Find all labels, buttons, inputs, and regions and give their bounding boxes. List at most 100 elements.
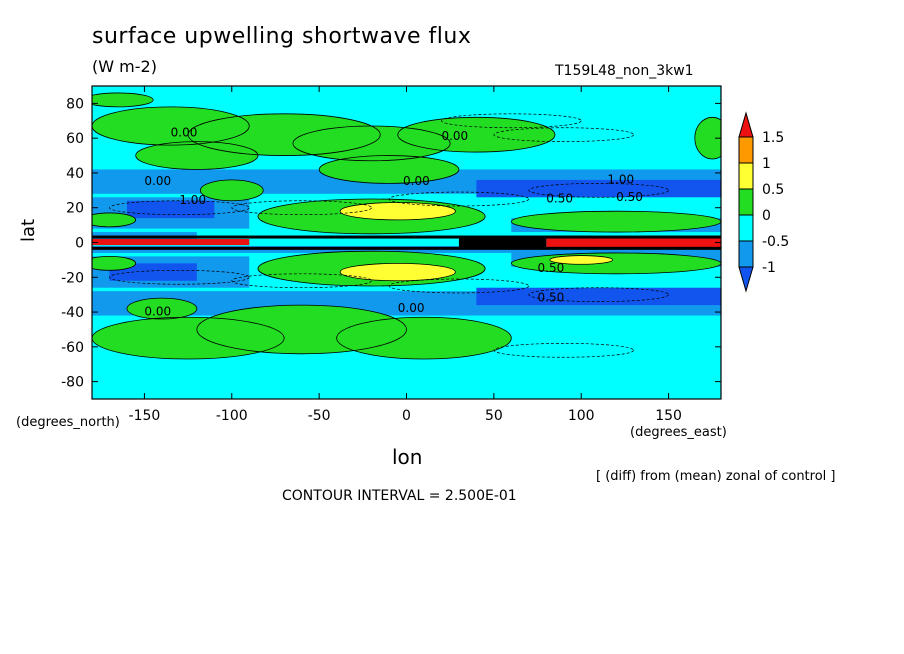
contour-label: 1.00 [607,172,634,186]
field-blob-positive [319,155,459,184]
y-tick-label: -20 [61,270,84,286]
contour-dashed [441,113,582,129]
contour-line [196,304,407,355]
contour-line [92,212,137,228]
contour-dashed [493,127,634,142]
contour-line [336,316,512,360]
y-tick-label: 80 [66,96,84,112]
contour-line [126,297,198,320]
contour-line [694,116,721,160]
contour-label: 0.00 [441,129,468,143]
contour-dashed [109,200,250,216]
x-axis-units: (degrees_east) [630,425,727,440]
field-blob-positive [694,117,721,160]
contour-line [292,125,451,162]
colorbar-swatch [738,162,754,190]
x-tick-label: 50 [485,408,503,424]
contour-dashed [388,278,530,294]
colorbar-label: 0.5 [762,182,784,198]
y-tick-label: 20 [66,201,84,217]
field-layer: 0.00 0.00 0.00 0.00 1.00 1.00 0.50 0.50 0.50 0.00… [92,86,721,399]
contour-label: 0.00 [403,174,430,188]
colorbar-swatch [738,188,754,216]
colorbar-label: 1.5 [762,130,784,146]
field-blob-positive [336,317,512,360]
contour-label: 0.00 [398,301,425,315]
x-tick-label: -150 [129,408,161,424]
contour-label: 0.50 [538,261,565,275]
contour-line [92,106,250,146]
x-axis-label: lon [392,445,423,469]
field-blob-positive [126,298,197,320]
contour-line [199,179,264,202]
colorbar-label: -1 [762,260,776,276]
field-blob-high [340,263,456,281]
contour-label: 0.00 [144,305,171,319]
contour-interval: CONTOUR INTERVAL = 2.500E-01 [282,488,517,504]
colorbar-swatch [738,214,754,242]
chart-title: surface upwelling shortwave flux [92,24,472,49]
colorbar-bottom-arrow [738,266,754,293]
y-tick-label: -40 [61,305,84,321]
x-tick-label: -50 [308,408,331,424]
y-tick-label: 0 [75,236,84,252]
field-blob-positive [92,92,154,107]
field-blob-positive [92,256,136,271]
contour-line [92,256,137,271]
y-tick-label: -60 [61,340,84,356]
contour-line [510,252,721,275]
field-blob-positive [135,141,258,170]
field-region [109,263,197,281]
contour-line [92,92,154,108]
contour-line [549,255,614,265]
contour-line [510,210,721,233]
y-tick-label: -80 [61,375,84,391]
contour-line [135,141,259,170]
field-blob-positive [200,179,264,201]
y-axis-units: (degrees_north) [16,415,120,430]
contour-dashed [388,191,530,207]
contour-dashed [109,269,250,285]
contour-line [318,155,460,184]
x-tick-label: 100 [568,408,595,424]
field-blob-positive [397,117,556,153]
contour-label: 0.50 [616,190,643,204]
x-ticks: -150 -100 -50 0 50 100 150 [129,86,682,424]
contour-line [257,250,486,287]
contour-dashed [493,343,634,358]
contour-label: 1.00 [179,193,206,207]
contour-dashed [528,183,669,198]
contour-band [458,237,547,248]
field-blob-high [549,255,613,265]
contour-line [339,262,456,282]
contour-label: 0.50 [546,192,573,206]
field-band-max [92,239,250,246]
contour-label: 0.00 [171,125,198,139]
contour-band [92,235,721,239]
colorbar-swatch [738,240,754,268]
contour-dashed [528,287,669,302]
contour-band [92,246,721,250]
contour-dashed [231,200,372,216]
colorbar-swatch [738,136,754,164]
contour-label: 0.00 [144,174,171,188]
field-blob-high [340,202,456,220]
field-blob-positive [511,211,721,233]
y-tick-label: 40 [66,166,84,182]
contour-label: 0.50 [538,291,565,305]
x-tick-label: -100 [216,408,248,424]
contour-dashed [231,273,372,289]
colorbar-label: -0.5 [762,234,789,250]
run-id: T159L48_non_3kw1 [555,63,694,79]
diff-note: [ (diff) from (mean) zonal of control ] [596,469,836,484]
field-region [476,287,721,306]
x-tick-label: 0 [402,408,411,424]
field-band-max [546,237,721,248]
colorbar: 1.5 1 0.5 0 -0.5 -1 [738,111,789,293]
colorbar-label: 0 [762,208,771,224]
colorbar-label: 1 [762,156,771,172]
contour-line [187,113,381,156]
y-ticks: 80 60 40 20 0 -20 -40 -60 -80 [61,96,721,391]
contour-line [397,116,556,153]
